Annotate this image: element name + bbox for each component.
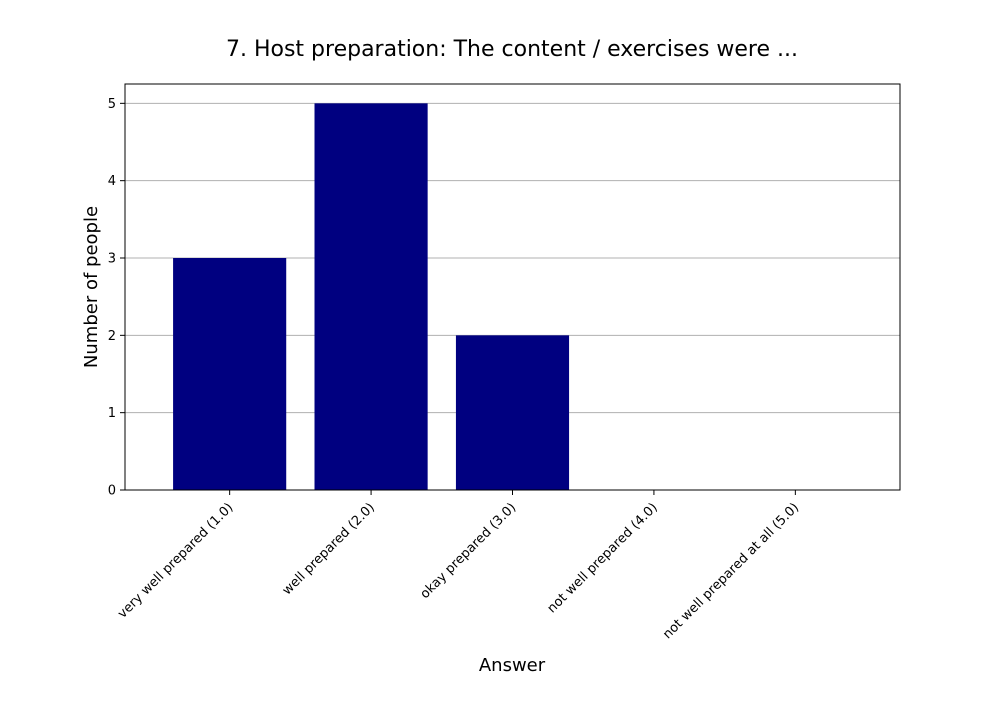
y-tick-label: 1 bbox=[108, 406, 116, 421]
y-tick-label: 2 bbox=[108, 329, 116, 344]
y-tick-label: 4 bbox=[108, 174, 116, 189]
y-axis-label: Number of people bbox=[81, 206, 102, 368]
x-axis-label: Answer bbox=[479, 655, 546, 676]
x-tick-label: okay prepared (3.0) bbox=[418, 500, 520, 602]
y-tick-label: 0 bbox=[108, 484, 116, 499]
y-tick-label: 3 bbox=[108, 252, 116, 267]
bar bbox=[455, 335, 570, 490]
x-tick-label: very well prepared (1.0) bbox=[115, 500, 236, 621]
bars bbox=[173, 103, 570, 490]
chart-title: 7. Host preparation: The content / exerc… bbox=[226, 37, 798, 62]
x-tick-label: not well prepared (4.0) bbox=[545, 500, 661, 616]
x-tick-label: well prepared (2.0) bbox=[280, 500, 378, 598]
bar bbox=[173, 258, 287, 490]
bar bbox=[314, 103, 428, 490]
y-tick-label: 5 bbox=[108, 97, 116, 112]
x-tick-label: not well prepared at all (5.0) bbox=[660, 500, 802, 642]
